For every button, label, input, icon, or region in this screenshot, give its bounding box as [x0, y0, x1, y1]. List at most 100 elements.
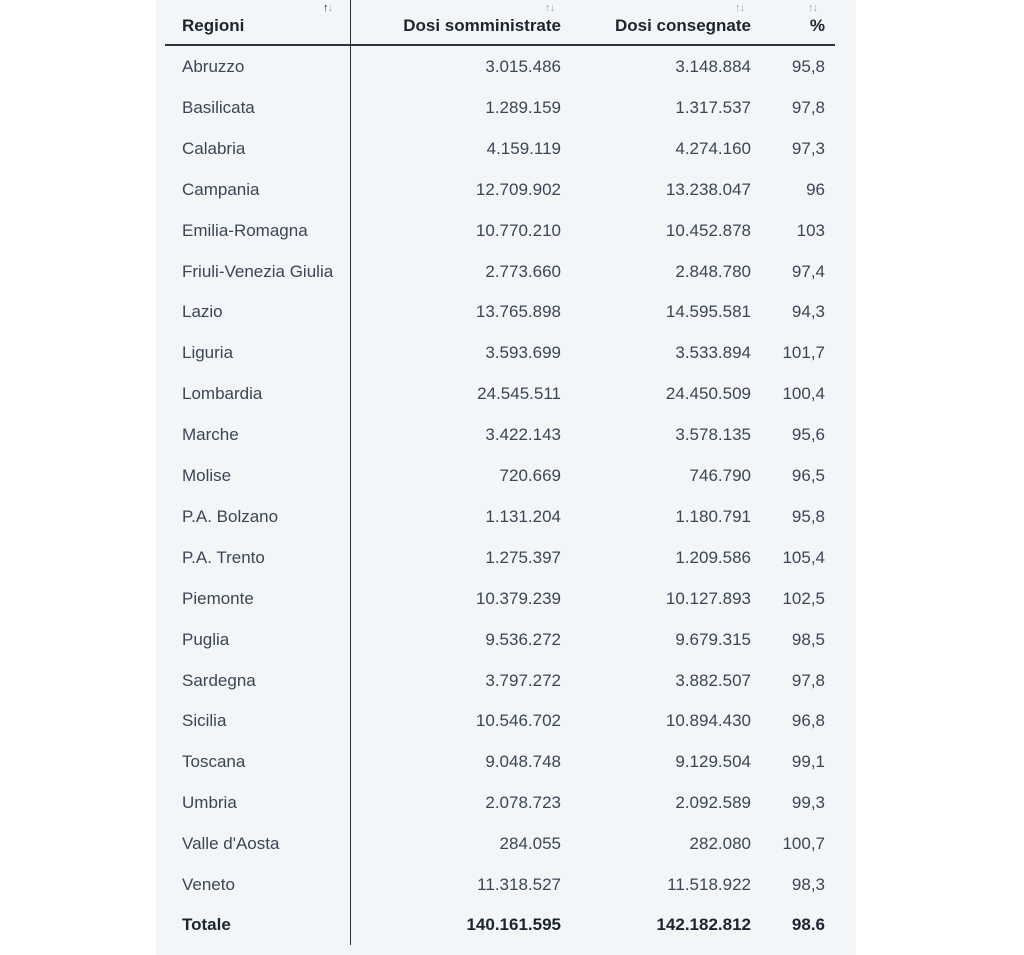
table-row: Toscana 9.048.748 9.129.504 99,1: [165, 741, 835, 782]
sort-icon[interactable]: ↑↓: [735, 2, 745, 14]
row-delivered: 1.317.537: [675, 97, 751, 117]
row-administered: 1.289.159: [485, 97, 561, 117]
table-row: P.A. Trento 1.275.397 1.209.586 105,4: [165, 537, 835, 578]
header-region[interactable]: Regioni: [182, 16, 245, 35]
row-administered: 10.379.239: [475, 588, 561, 608]
row-region: Lombardia: [182, 384, 263, 404]
row-delivered: 14.595.581: [665, 302, 751, 322]
row-delivered: 10.127.893: [665, 588, 751, 608]
row-region: Sicilia: [182, 711, 227, 731]
row-administered: 9.048.748: [485, 752, 561, 772]
row-percent: 95,8: [791, 57, 825, 76]
table-row: Marche 3.422.143 3.578.135 95,6: [165, 414, 835, 455]
row-region: Umbria: [182, 793, 237, 813]
row-region: Puglia: [182, 629, 230, 649]
row-region: Valle d'Aosta: [182, 834, 280, 854]
row-region: Marche: [182, 425, 239, 445]
total-administered: 140.161.595: [466, 915, 561, 934]
row-administered: 9.536.272: [485, 629, 561, 649]
row-administered: 3.593.699: [485, 343, 561, 363]
row-percent: 100,7: [782, 834, 825, 854]
row-delivered: 3.533.894: [675, 343, 751, 363]
table-row: Valle d'Aosta 284.055 282.080 100,7: [165, 823, 835, 864]
header-delivered[interactable]: Dosi consegnate: [614, 16, 751, 35]
row-percent: 97,8: [791, 670, 825, 690]
table-row: Liguria 3.593.699 3.533.894 101,7: [165, 332, 835, 373]
table-row: Sardegna 3.797.272 3.882.507 97,8: [165, 660, 835, 701]
row-region: Calabria: [182, 138, 246, 158]
row-percent: 100,4: [782, 384, 825, 404]
row-percent: 105,4: [782, 547, 825, 567]
table-header-row: ↑↓ Regioni ↑↓ Dosi somministrate ↑↓ Dosi…: [165, 0, 835, 41]
row-percent: 96,8: [791, 711, 825, 731]
row-administered: 3.797.272: [485, 670, 561, 690]
row-delivered: 282.080: [689, 834, 751, 854]
row-delivered: 4.274.160: [675, 138, 751, 158]
row-administered: 4.159.119: [486, 138, 561, 158]
row-region: Sardegna: [182, 670, 256, 690]
row-administered: 24.545.511: [477, 384, 561, 404]
row-percent: 95,6: [791, 425, 825, 445]
table-row: Basilicata 1.289.159 1.317.537 97,8: [165, 87, 835, 128]
row-delivered: 9.129.504: [675, 752, 751, 772]
table-panel: [156, 0, 856, 955]
column-divider: [350, 0, 351, 945]
row-administered: 12.709.902: [475, 179, 561, 199]
table-row: Puglia 9.536.272 9.679.315 98,5: [165, 619, 835, 660]
row-administered: 2.773.660: [485, 261, 561, 281]
table-row: Friuli-Venezia Giulia 2.773.660 2.848.780 9…: [165, 251, 835, 292]
table-row: Abruzzo 3.015.486 3.148.884 95,8: [165, 46, 835, 87]
row-region: Abruzzo: [182, 57, 245, 76]
row-region: Molise: [182, 466, 232, 485]
table-row: Veneto 11.318.527 11.518.922 98,3: [165, 864, 835, 905]
row-region: P.A. Bolzano: [182, 506, 279, 526]
row-region: Emilia-Romagna: [182, 220, 308, 240]
row-region: Basilicata: [182, 97, 255, 117]
row-delivered: 24.450.509: [665, 384, 751, 404]
row-region: P.A. Trento: [182, 547, 265, 567]
table-row: Campania 12.709.902 13.238.047 96: [165, 169, 835, 210]
row-percent: 99,3: [791, 793, 825, 813]
header-administered[interactable]: Dosi somministrate: [403, 16, 561, 35]
table-row: Lombardia 24.545.511 24.450.509 100,4: [165, 373, 835, 414]
row-delivered: 746.790: [689, 466, 751, 485]
header-divider: [165, 44, 835, 46]
table-row: Piemonte 10.379.239 10.127.893 102,5: [165, 578, 835, 619]
row-percent: 94,3: [791, 302, 825, 322]
table-row: Umbria 2.078.723 2.092.589 99,3: [165, 782, 835, 823]
table-row: Sicilia 10.546.702 10.894.430 96,8: [165, 700, 835, 741]
total-percent: 98.6: [791, 915, 825, 934]
total-row: Totale 140.161.595 142.182.812 98.6: [165, 904, 835, 945]
row-administered: 3.015.486: [485, 57, 561, 76]
row-region: Friuli-Venezia Giulia: [182, 261, 334, 281]
row-delivered: 10.452.878: [665, 220, 751, 240]
row-delivered: 3.148.884: [675, 57, 751, 76]
row-region: Lazio: [182, 302, 223, 322]
row-delivered: 2.092.589: [675, 793, 751, 813]
row-delivered: 3.578.135: [675, 425, 751, 445]
header-percent[interactable]: %: [809, 16, 825, 35]
row-percent: 103: [796, 220, 825, 240]
row-percent: 98,5: [791, 629, 825, 649]
row-delivered: 13.238.047: [665, 179, 751, 199]
row-administered: 10.770.210: [475, 220, 561, 240]
row-delivered: 11.518.922: [667, 875, 751, 894]
table-row: Emilia-Romagna 10.770.210 10.452.878 103: [165, 210, 835, 251]
row-region: Liguria: [182, 343, 234, 363]
row-administered: 13.765.898: [475, 302, 561, 322]
row-percent: 99,1: [791, 752, 825, 772]
total-label: Totale: [182, 915, 231, 934]
row-delivered: 2.848.780: [675, 261, 751, 281]
table-row: Molise 720.669 746.790 96,5: [165, 455, 835, 496]
table-row: P.A. Bolzano 1.131.204 1.180.791 95,8: [165, 496, 835, 537]
row-delivered: 3.882.507: [675, 670, 751, 690]
row-percent: 96,5: [791, 466, 825, 485]
row-administered: 3.422.143: [485, 425, 561, 445]
table-row: Calabria 4.159.119 4.274.160 97,3: [165, 128, 835, 169]
row-administered: 10.546.702: [475, 711, 561, 731]
sort-icon[interactable]: ↑↓: [545, 2, 555, 14]
sort-asc-active-icon[interactable]: ↑↓: [323, 2, 333, 14]
sort-icon[interactable]: ↑↓: [808, 2, 818, 14]
row-administered: 1.275.397: [485, 547, 561, 567]
table-row: Lazio 13.765.898 14.595.581 94,3: [165, 291, 835, 332]
